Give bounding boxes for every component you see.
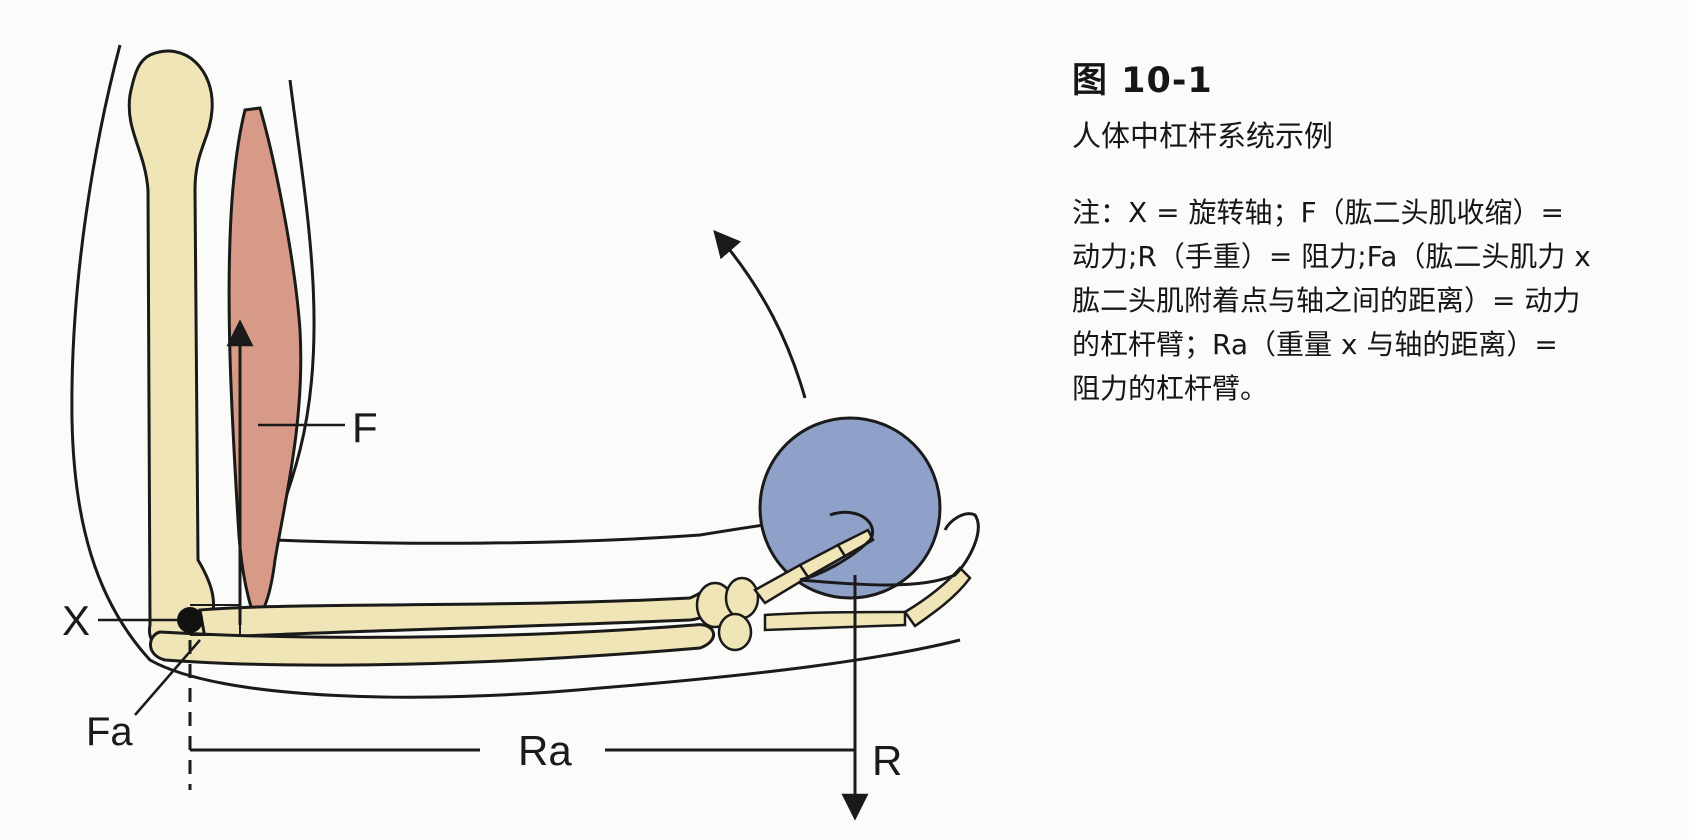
ball-weight bbox=[758, 416, 942, 600]
rotation-arrow bbox=[713, 229, 807, 399]
label-axis-x: X bbox=[62, 597, 90, 644]
axis-joint-dot bbox=[177, 607, 203, 633]
force-arm-box bbox=[190, 604, 241, 636]
forearm-skin-top bbox=[274, 513, 831, 545]
humerus-bone bbox=[127, 49, 216, 653]
hand-bones bbox=[695, 528, 972, 652]
hand-outline bbox=[799, 510, 980, 587]
label-force-f: F bbox=[352, 404, 378, 451]
figure-caption: 图 10-1 人体中杠杆系统示例 注：X = 旋转轴；F（肱二头肌收缩）= 动力… bbox=[1072, 52, 1592, 411]
arm-skin-outline bbox=[70, 44, 961, 699]
figure-subtitle: 人体中杠杆系统示例 bbox=[1072, 119, 1334, 153]
label-resistance-arm-ra: Ra bbox=[518, 727, 572, 774]
figure-note: 注：X = 旋转轴；F（肱二头肌收缩）= 动力;R（手重）= 阻力;Fa（肱二头… bbox=[1072, 196, 1591, 405]
figure-title: 图 10-1 bbox=[1072, 61, 1213, 101]
label-force-arm-fa: Fa bbox=[86, 710, 133, 754]
label-resistance-r: R bbox=[872, 737, 902, 784]
